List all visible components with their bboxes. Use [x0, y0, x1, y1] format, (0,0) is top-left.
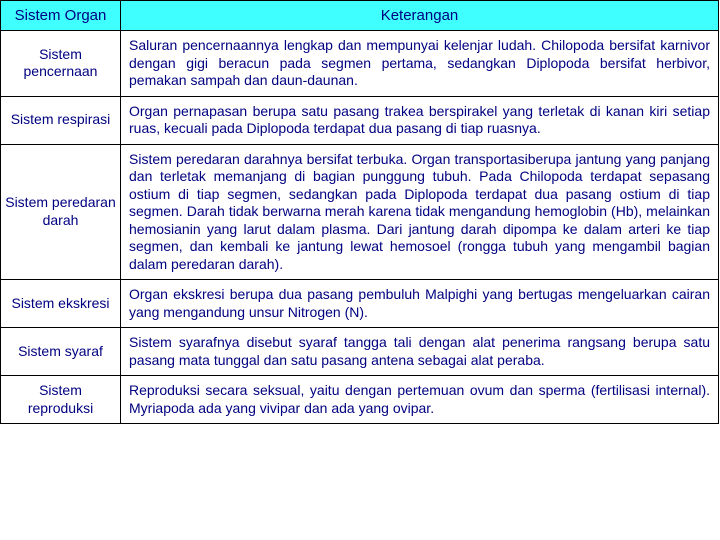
table-header-row: Sistem Organ Keterangan: [1, 1, 719, 31]
header-organ: Sistem Organ: [1, 1, 121, 31]
table-row: Sistem syaraf Sistem syarafnya disebut s…: [1, 328, 719, 376]
table-body: Sistem pencernaan Saluran pencernaannya …: [1, 31, 719, 424]
table-row: Sistem peredaran darah Sistem peredaran …: [1, 144, 719, 280]
organ-cell: Sistem ekskresi: [1, 280, 121, 328]
table-row: Sistem pencernaan Saluran pencernaannya …: [1, 31, 719, 97]
table-row: Sistem respirasi Organ pernapasan berupa…: [1, 96, 719, 144]
organ-systems-table: Sistem Organ Keterangan Sistem pencernaa…: [0, 0, 719, 424]
desc-cell: Sistem peredaran darahnya bersifat terbu…: [121, 144, 719, 280]
organ-cell: Sistem syaraf: [1, 328, 121, 376]
organ-cell: Sistem peredaran darah: [1, 144, 121, 280]
organ-cell: Sistem reproduksi: [1, 376, 121, 424]
table-row: Sistem reproduksi Reproduksi secara seks…: [1, 376, 719, 424]
desc-cell: Reproduksi secara seksual, yaitu dengan …: [121, 376, 719, 424]
desc-cell: Organ pernapasan berupa satu pasang trak…: [121, 96, 719, 144]
desc-cell: Organ ekskresi berupa dua pasang pembulu…: [121, 280, 719, 328]
desc-cell: Saluran pencernaannya lengkap dan mempun…: [121, 31, 719, 97]
table-row: Sistem ekskresi Organ ekskresi berupa du…: [1, 280, 719, 328]
header-desc: Keterangan: [121, 1, 719, 31]
organ-cell: Sistem pencernaan: [1, 31, 121, 97]
desc-cell: Sistem syarafnya disebut syaraf tangga t…: [121, 328, 719, 376]
organ-cell: Sistem respirasi: [1, 96, 121, 144]
